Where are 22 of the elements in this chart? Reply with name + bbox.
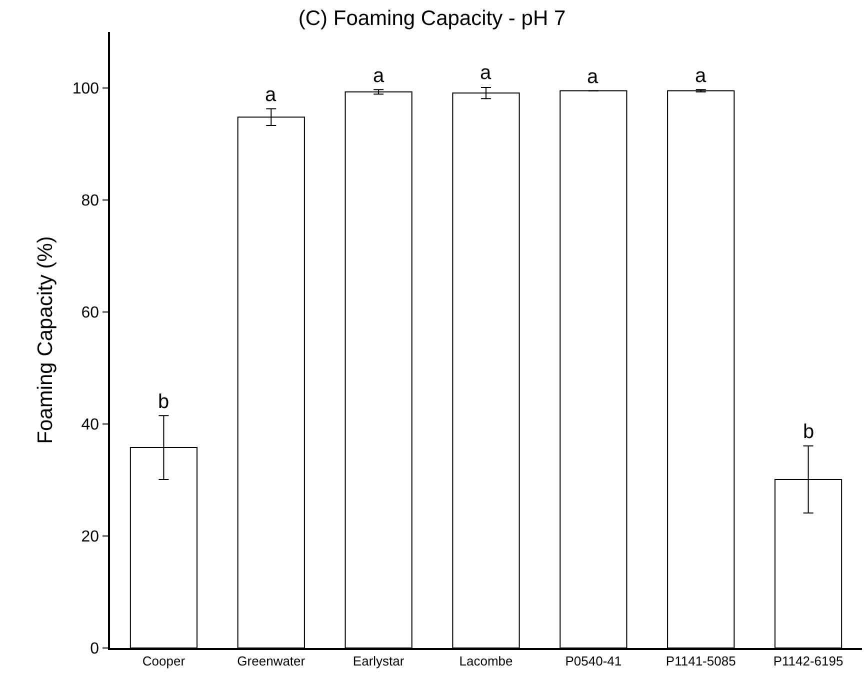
annotation: a [373, 65, 385, 87]
annotation: b [158, 391, 170, 413]
x-tick-label: Earlystar [352, 653, 405, 668]
annotation: a [265, 84, 277, 106]
x-tick-label: P1141-5085 [666, 653, 736, 668]
y-axis-title: Foaming Capacity (%) [34, 236, 57, 444]
x-tick-label: P1142-6195 [773, 653, 844, 668]
chart-title: (C) Foaming Capacity - pH 7 [298, 6, 566, 30]
y-tick-label: 20 [81, 528, 100, 546]
annotation: a [480, 62, 492, 84]
y-tick-label: 100 [72, 80, 100, 98]
x-tick-label: Greenwater [237, 653, 306, 668]
annotation: a [695, 65, 707, 87]
y-tick-label: 80 [81, 192, 100, 210]
x-tick-label: P0540-41 [565, 653, 622, 668]
y-tick-label: 0 [90, 640, 100, 658]
y-tick-label: 60 [81, 304, 100, 322]
x-tick-label: Cooper [142, 653, 186, 668]
annotation: a [587, 66, 599, 88]
annotation: b [803, 421, 814, 443]
y-tick-label: 40 [81, 416, 100, 434]
x-tick-label: Lacombe [459, 653, 513, 668]
